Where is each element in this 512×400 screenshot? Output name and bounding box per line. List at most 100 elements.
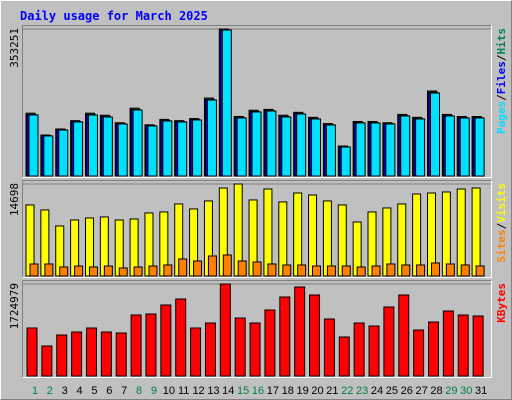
x-tick-label: 11 (178, 385, 189, 397)
bar (279, 296, 291, 377)
bar (429, 92, 440, 177)
bar (148, 265, 158, 277)
bar (471, 187, 481, 277)
bar (178, 258, 188, 277)
bar (160, 304, 172, 377)
x-tick-label: 25 (386, 385, 398, 397)
bar (337, 204, 347, 277)
bar (207, 255, 217, 277)
bar (85, 327, 97, 377)
x-tick-label: 24 (371, 385, 383, 397)
bar (400, 115, 411, 177)
bar (312, 265, 322, 277)
bar (74, 265, 84, 277)
bar (41, 345, 53, 377)
bar (368, 325, 380, 377)
bar (162, 120, 173, 177)
bar (264, 309, 276, 377)
bar (29, 263, 39, 277)
x-tick-label: 13 (207, 385, 219, 397)
bar (71, 331, 83, 377)
bar (322, 200, 332, 277)
legend-entry: Visits (495, 183, 508, 223)
x-tick-label: 26 (401, 385, 413, 397)
bar (281, 116, 292, 177)
bar (416, 264, 426, 277)
bar (294, 286, 306, 377)
legend: Pages/Files/Hits (495, 28, 508, 134)
bar (309, 294, 321, 377)
y-tick-label: 353251 (8, 28, 21, 68)
legend: Sites/Visits (495, 183, 508, 263)
y-tick-label: 1724979 (8, 283, 21, 329)
bar (130, 314, 142, 377)
panel-border-light (22, 180, 492, 278)
x-tick-label: 8 (136, 385, 142, 397)
bar (371, 265, 381, 277)
panel-border-light (22, 280, 492, 378)
legend: KBytes (495, 283, 508, 323)
bar (249, 322, 261, 377)
bar (323, 318, 335, 377)
bar (353, 322, 365, 377)
x-tick-label: 1 (32, 385, 38, 397)
x-tick-label: 5 (91, 385, 97, 397)
bar (441, 191, 451, 277)
bar (341, 265, 351, 277)
bar (87, 114, 98, 177)
bar (430, 262, 440, 277)
bar (355, 122, 366, 177)
bar (445, 263, 455, 277)
legend-separator: / (495, 94, 508, 101)
bar (163, 264, 173, 277)
x-tick-label: 14 (222, 385, 234, 397)
bar (326, 265, 336, 277)
bar (398, 294, 410, 377)
chart-title: Daily usage for March 2025 (20, 9, 208, 23)
bar (401, 264, 411, 277)
x-tick-label: 21 (326, 385, 338, 397)
x-tick-label: 18 (282, 385, 294, 397)
bar (204, 322, 216, 377)
bar (100, 331, 112, 377)
bar (308, 194, 318, 277)
bar (117, 123, 128, 177)
bar (311, 118, 322, 177)
bar (385, 123, 396, 177)
panel-border-dark (22, 280, 492, 378)
x-tick-label: 28 (430, 385, 442, 397)
bar (103, 265, 113, 277)
bar (456, 188, 466, 277)
bar (115, 332, 127, 377)
legend-entry: Pages (495, 101, 508, 134)
bar (293, 192, 303, 277)
bar (43, 135, 54, 177)
legend-separator: / (495, 222, 508, 229)
legend-entry: Files (495, 61, 508, 94)
bar (370, 122, 381, 177)
x-tick-label: 19 (297, 385, 309, 397)
bar (444, 115, 455, 177)
x-tick-label: 16 (252, 385, 264, 397)
bar (222, 254, 232, 277)
x-tick-label: 6 (106, 385, 112, 397)
bar (267, 263, 277, 277)
bar (459, 117, 470, 177)
x-tick-label: 9 (151, 385, 157, 397)
bar (415, 118, 426, 177)
bar (296, 113, 307, 177)
x-tick-label: 20 (311, 385, 323, 397)
bar (147, 125, 158, 177)
bar (73, 121, 84, 177)
panel-border-light (22, 25, 492, 178)
x-tick-label: 15 (237, 385, 249, 397)
bar (234, 317, 246, 377)
bar (59, 266, 69, 277)
bar (442, 310, 454, 377)
bar (413, 329, 425, 377)
bar (386, 263, 396, 277)
x-tick-label: 27 (415, 385, 427, 397)
bar (325, 124, 336, 177)
legend-entry: Sites (495, 229, 508, 262)
